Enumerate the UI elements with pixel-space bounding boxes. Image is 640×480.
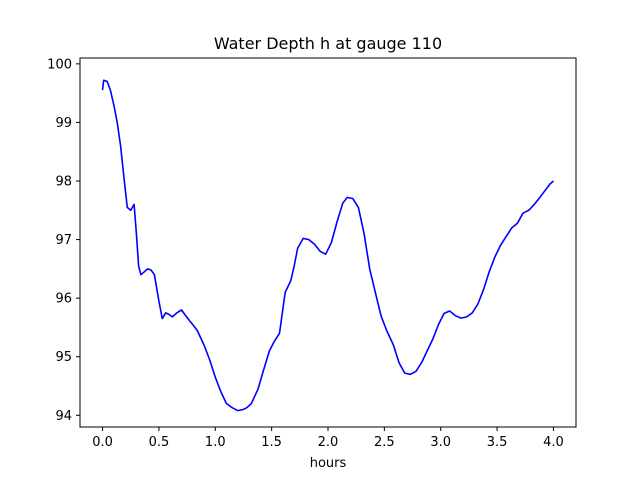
x-axis: 0.0 0.5 1.0 1.5 2.0 2.5 3.0 3.5 4.0: [92, 427, 564, 450]
y-axis: 94 95 96 97 98 99 100: [47, 57, 80, 424]
y-tick-label: 94: [55, 409, 72, 424]
y-tick-label: 95: [55, 350, 72, 365]
x-tick-label: 1.0: [205, 435, 226, 450]
plot-frame: [79, 57, 577, 428]
y-tick-label: 99: [55, 116, 72, 131]
x-tick-label: 4.0: [543, 435, 564, 450]
series-line-0: [101, 79, 555, 412]
x-axis-label: hours: [310, 456, 347, 471]
x-tick-label: 2.5: [374, 435, 395, 450]
x-tick-label: 3.0: [430, 435, 451, 450]
x-tick-label: 2.0: [318, 435, 339, 450]
plot-area: [101, 79, 555, 412]
y-tick-label: 97: [55, 233, 72, 248]
y-tick-label: 98: [55, 175, 72, 190]
chart-title: Water Depth h at gauge 110: [214, 34, 442, 53]
x-tick-label: 0.5: [149, 435, 170, 450]
y-tick-label: 96: [55, 292, 72, 307]
x-tick-label: 3.5: [487, 435, 508, 450]
y-tick-label: 100: [47, 57, 72, 72]
x-tick-label: 0.0: [92, 435, 113, 450]
x-tick-label: 1.5: [261, 435, 282, 450]
